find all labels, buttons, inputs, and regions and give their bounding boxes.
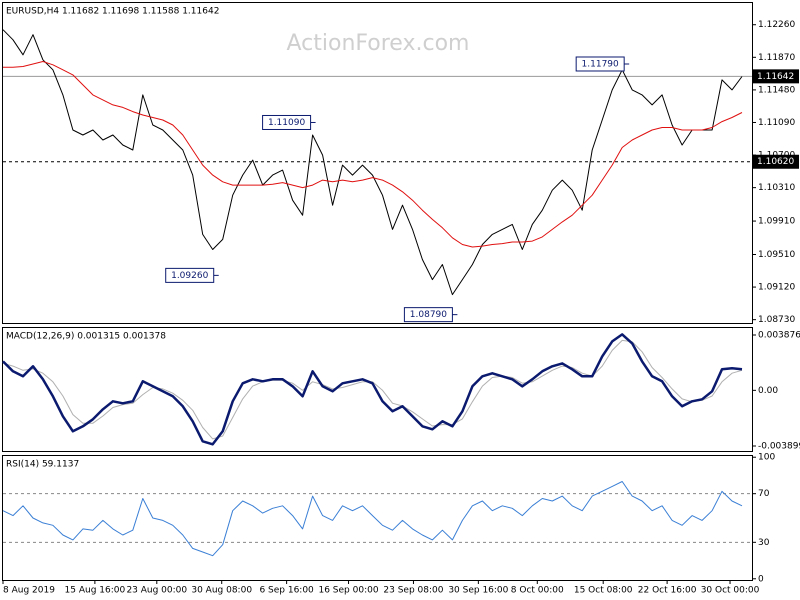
macd-frame (2, 327, 753, 452)
x-tick-label: 30 Oct 00:00 (701, 586, 760, 596)
y-tick-label: 1.12260 (758, 20, 795, 30)
watermark: ActionForex.com (287, 31, 470, 56)
annotation-label: 1.11090 (268, 118, 305, 128)
x-tick-label: 15 Oct 08:00 (574, 586, 633, 596)
annotation-label: 1.08790 (410, 310, 447, 320)
y-tick-label: 1.09120 (758, 283, 795, 293)
price-label-box (753, 154, 799, 169)
y-tick-label: 1.10310 (758, 183, 795, 193)
x-tick-label: 30 Aug 08:00 (191, 586, 252, 596)
annotation-box (165, 267, 215, 283)
rsi-frame (2, 455, 753, 581)
series-line (3, 61, 743, 248)
annotation-label: 1.09260 (171, 271, 208, 281)
panel-title: MACD(12,26,9) 0.001315 0.001378 (6, 332, 166, 342)
y-tick-label: 1.11090 (758, 118, 795, 128)
x-tick-label: 6 Sep 16:00 (259, 586, 314, 596)
y-tick-label: 100 (758, 453, 775, 463)
x-tick-label: 8 Oct 00:00 (511, 586, 564, 596)
x-tick-label: 23 Sep 08:00 (383, 586, 443, 596)
y-tick-label: 0.00 (758, 386, 778, 396)
panel-title: RSI(14) 59.1137 (6, 460, 79, 470)
x-tick-label: 23 Aug 00:00 (126, 586, 187, 596)
annotation-box (575, 56, 625, 72)
y-tick-label: 1.08730 (758, 315, 795, 325)
x-tick-label: 15 Aug 16:00 (65, 586, 126, 596)
y-tick-label: 30 (758, 538, 770, 548)
annotation-label: 1.11790 (582, 59, 619, 69)
price-label: 1.11642 (757, 72, 794, 82)
y-tick-label: 1.09510 (758, 250, 795, 260)
series-line (2, 481, 743, 557)
series-line (2, 339, 743, 440)
x-tick-label: 8 Aug 2019 (3, 586, 55, 596)
series-line (2, 333, 743, 446)
y-tick-label: 0 (758, 574, 764, 584)
y-tick-label: -0.003899 (758, 442, 800, 452)
y-tick-label: 1.11870 (758, 53, 795, 63)
x-tick-label: 22 Oct 16:00 (638, 586, 697, 596)
annotation-box (403, 307, 453, 323)
y-tick-label: 1.09910 (758, 217, 795, 227)
panel-title: EURUSD,H4 1.11682 1.11698 1.11588 1.1164… (6, 7, 219, 17)
y-tick-label: 1.11480 (758, 85, 795, 95)
annotation-box (262, 114, 312, 130)
series-line (2, 29, 743, 296)
y-tick-label: 70 (758, 489, 770, 499)
y-tick-label: 0.003876 (758, 330, 800, 340)
x-tick-label: 30 Sep 16:00 (448, 586, 508, 596)
price-label-box (753, 69, 799, 84)
price-frame (2, 2, 753, 324)
price-label: 1.10620 (757, 157, 794, 167)
x-tick-label: 16 Sep 00:00 (318, 586, 378, 596)
